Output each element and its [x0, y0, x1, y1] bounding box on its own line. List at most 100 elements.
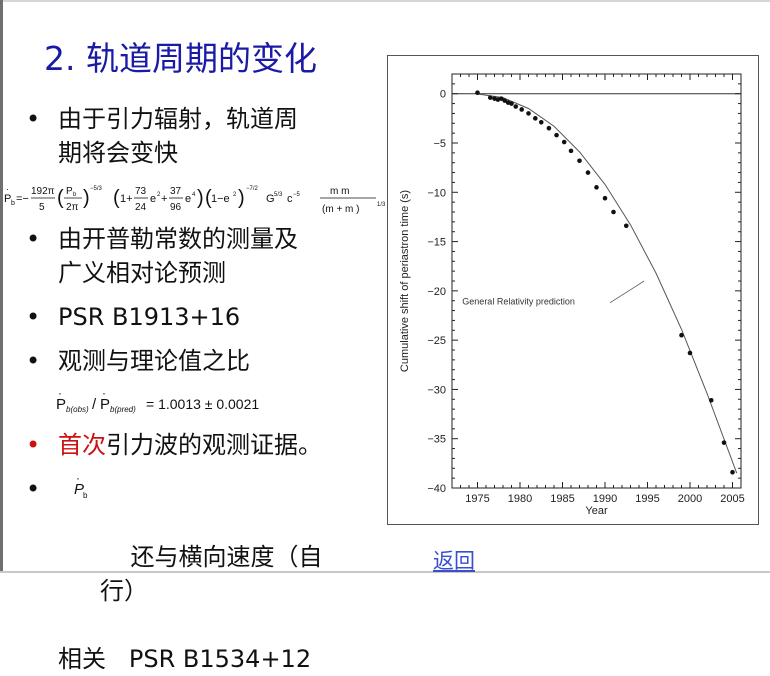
data-point — [623, 223, 629, 229]
svg-text:P: P — [4, 193, 11, 205]
bullet-text-line2: 广义相对论预测 — [58, 259, 226, 287]
svg-text:1+: 1+ — [120, 193, 133, 205]
svg-text:): ) — [238, 187, 245, 209]
data-point — [708, 397, 714, 403]
y-tick-label: −15 — [427, 237, 446, 249]
svg-text:G: G — [266, 193, 275, 205]
svg-text:(: ( — [113, 187, 120, 209]
svg-text:2π: 2π — [66, 202, 79, 213]
svg-text:−7/2: −7/2 — [246, 186, 259, 192]
y-tick-label: −35 — [427, 434, 446, 446]
ratio-formula-graphic: P· b(obs) / P· b(pred) = 1.0013 ± 0.0021 — [56, 386, 259, 414]
left-border — [0, 0, 3, 573]
y-tick-label: −25 — [427, 335, 446, 347]
x-tick-label: 1980 — [508, 493, 532, 505]
data-point — [502, 98, 507, 103]
svg-text:e: e — [150, 193, 156, 205]
x-tick-label: 2005 — [720, 493, 744, 505]
svg-text:b: b — [73, 192, 77, 198]
data-point — [594, 185, 599, 190]
svg-text:2: 2 — [233, 192, 237, 198]
y-axis-label: Cumulative shift of periastron time (s) — [399, 190, 411, 372]
bullet-dot: • — [26, 475, 41, 503]
svg-text:−5/3: −5/3 — [90, 186, 103, 192]
periastron-shift-chart: 1975 1980 1985 1990 1995 2000 2005 0 −5 −10 −15 −2… — [387, 55, 759, 525]
plot-area-border — [451, 73, 742, 489]
svg-text:73: 73 — [135, 186, 147, 197]
data-point — [577, 158, 582, 164]
svg-text:b(obs): b(obs) — [66, 405, 89, 414]
data-point — [538, 120, 544, 125]
svg-text:1/3: 1/3 — [377, 202, 386, 208]
svg-text:P: P — [66, 186, 73, 197]
svg-text:2: 2 — [157, 192, 161, 198]
data-point — [687, 350, 693, 356]
bullet-gravitational-radiation: • 由于引力辐射，轨道周 期将会变快 — [26, 102, 366, 170]
bottom-border — [0, 571, 770, 573]
back-link[interactable]: 返回 — [433, 549, 475, 573]
data-point — [568, 148, 574, 154]
svg-text:P: P — [100, 396, 110, 413]
y-tick-label: −20 — [427, 286, 446, 298]
ratio-formula: P · b(obs) / P · b(pred) = 1.0013 ± 0.0021 — [56, 386, 356, 417]
x-tick-label: 1975 — [465, 493, 489, 505]
bullet-dot: • — [26, 105, 41, 133]
bullet-dot: • — [26, 347, 41, 375]
svg-text:(: ( — [57, 187, 64, 209]
svg-text:24: 24 — [135, 202, 147, 213]
data-point — [509, 101, 514, 106]
svg-text:): ) — [197, 187, 204, 209]
svg-text:c: c — [287, 193, 293, 205]
bullet-text: PSR B1913+16 — [58, 303, 241, 331]
svg-text:·: · — [76, 474, 80, 485]
y-tick-label: −10 — [427, 187, 446, 199]
data-point — [499, 96, 504, 101]
svg-text:96: 96 — [170, 202, 182, 213]
bullet-text-line2: 相关 PSR B1534+12 — [58, 645, 312, 673]
data-point — [585, 170, 591, 175]
bullet-transverse-velocity: • P · b 还与横向速度（自行） 相关 PSR B1534+12 — [26, 472, 366, 676]
bullet-text: 观测与理论值之比 — [58, 347, 250, 375]
data-point — [546, 125, 552, 131]
bullet-kepler-prediction: • 由开普勒常数的测量及 广义相对论预测 — [26, 222, 366, 290]
data-point — [554, 132, 559, 138]
data-point — [730, 469, 735, 475]
bullet-dot: • — [26, 431, 41, 459]
y-tick-label: 0 — [440, 89, 446, 101]
svg-text:b: b — [83, 491, 88, 500]
data-point — [519, 107, 524, 112]
svg-text:5/3: 5/3 — [274, 192, 283, 198]
svg-text:4: 4 — [192, 192, 196, 198]
svg-text:(: ( — [205, 187, 212, 209]
svg-text:(m + m ): (m + m ) — [322, 204, 360, 215]
svg-text:= 1.0013 ± 0.0021: = 1.0013 ± 0.0021 — [146, 396, 259, 412]
data-point — [487, 95, 493, 100]
x-tick-label: 1995 — [635, 493, 659, 505]
svg-text:1−e: 1−e — [211, 193, 230, 205]
svg-text:·: · — [102, 387, 106, 400]
curve-label: General Relativity prediction — [462, 297, 575, 307]
data-point — [475, 90, 480, 96]
data-point — [721, 440, 727, 445]
svg-text:P: P — [56, 396, 66, 413]
bullet-dot: • — [26, 225, 41, 253]
data-point — [561, 139, 567, 145]
svg-text:+: + — [161, 193, 167, 205]
data-point — [526, 111, 531, 116]
slide-title: 2. 轨道周期的变化 — [44, 39, 317, 78]
p-dot-symbol: P · b — [74, 474, 88, 500]
svg-text:/: / — [92, 396, 97, 413]
bullet-observed-theory-ratio: • 观测与理论值之比 — [26, 344, 366, 378]
svg-text:P: P — [74, 481, 84, 498]
data-point — [602, 195, 608, 201]
data-point — [611, 209, 616, 215]
bullet-text-line1: 由于引力辐射，轨道周 — [58, 105, 298, 133]
svg-text:e: e — [185, 193, 191, 205]
observed-points — [475, 90, 735, 475]
svg-text:·: · — [6, 184, 9, 194]
highlight-first: 首次 — [58, 431, 106, 459]
x-axis-ticks: 1975 1980 1985 1990 1995 2000 2005 — [460, 74, 745, 505]
svg-text:192π: 192π — [31, 186, 55, 197]
